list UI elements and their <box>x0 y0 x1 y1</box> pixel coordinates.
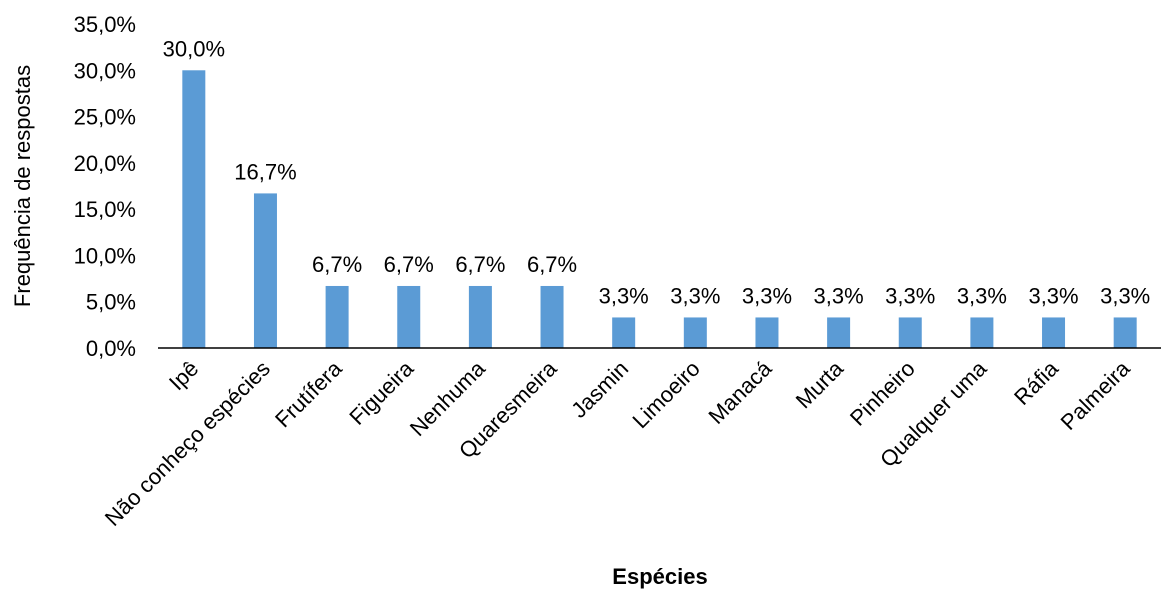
data-label: 16,7% <box>234 159 296 184</box>
bar <box>397 285 421 348</box>
category-label: Figueira <box>344 355 418 429</box>
y-tick-label: 5,0% <box>86 290 136 315</box>
category-label: Pinheiro <box>845 356 920 431</box>
bar <box>1113 317 1137 348</box>
data-label: 6,7% <box>312 252 362 277</box>
category-label: Ráfia <box>1009 355 1064 410</box>
bar <box>755 317 779 348</box>
bar <box>612 317 636 348</box>
data-label: 3,3% <box>957 283 1007 308</box>
y-tick-label: 0,0% <box>86 336 136 361</box>
y-axis-tick-labels: 0,0% 5,0% 10,0% 15,0% 20,0% 25,0% 30,0% 35,0% <box>74 12 136 361</box>
data-label: 6,7% <box>527 252 577 277</box>
bar <box>898 317 922 348</box>
category-label: Frutífera <box>270 355 347 432</box>
y-tick-label: 10,0% <box>74 243 136 268</box>
bar <box>182 70 206 349</box>
y-tick-label: 15,0% <box>74 197 136 222</box>
y-tick-label: 20,0% <box>74 151 136 176</box>
data-label: 6,7% <box>455 252 505 277</box>
category-label: Ipê <box>164 356 203 395</box>
bar <box>1042 317 1066 348</box>
bar <box>325 285 349 348</box>
bar <box>253 193 277 348</box>
category-label: Palmeira <box>1056 355 1136 435</box>
data-label: 3,3% <box>885 283 935 308</box>
data-label: 3,3% <box>1100 283 1150 308</box>
bar <box>468 285 492 348</box>
data-labels: 30,0% 16,7% 6,7% 6,7% 6,7% 6,7% 3,3% 3,3% 3,3% 3,… <box>163 36 1151 308</box>
y-tick-label: 30,0% <box>74 58 136 83</box>
bar <box>970 317 994 348</box>
category-label: Limoeiro <box>628 356 705 433</box>
bar <box>683 317 707 348</box>
category-label: Manacá <box>703 355 777 429</box>
data-label: 6,7% <box>384 252 434 277</box>
category-label: Murta <box>791 355 849 413</box>
data-label: 3,3% <box>742 283 792 308</box>
data-label: 3,3% <box>599 283 649 308</box>
y-tick-label: 25,0% <box>74 105 136 130</box>
data-label: 30,0% <box>163 36 225 61</box>
category-label: Jasmin <box>566 356 633 423</box>
data-label: 3,3% <box>1028 283 1078 308</box>
bars <box>182 70 1137 349</box>
y-axis-title: Frequência de respostas <box>10 65 35 307</box>
bar <box>827 317 851 348</box>
data-label: 3,3% <box>670 283 720 308</box>
y-tick-label: 35,0% <box>74 12 136 37</box>
bar <box>540 285 564 348</box>
data-label: 3,3% <box>814 283 864 308</box>
x-axis-title: Espécies <box>612 564 707 589</box>
